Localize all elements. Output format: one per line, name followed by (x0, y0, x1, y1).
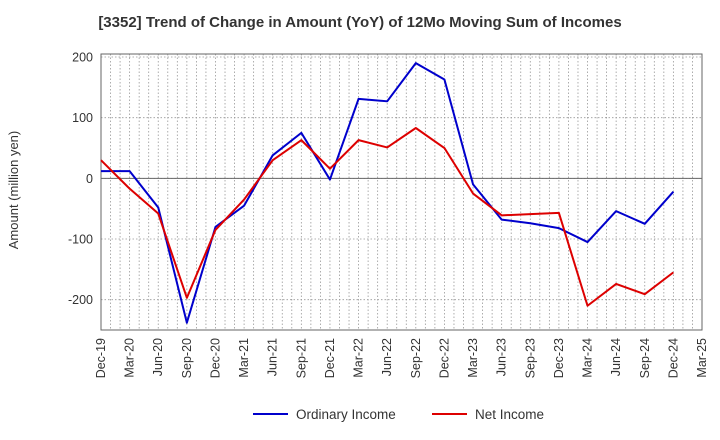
y-tick-label: 0 (86, 172, 93, 186)
y-tick-labels: 200 100 0 -100 -200 (68, 51, 93, 308)
plot-area-border (100, 53, 703, 331)
y-tick-label: 200 (72, 51, 93, 65)
x-tick-label: Mar-20 (123, 338, 137, 378)
x-tick-label: Jun-22 (380, 338, 394, 376)
y-tick-label: 100 (72, 111, 93, 125)
x-tick-label: Dec-20 (208, 338, 222, 378)
series-line-ordinary-income (101, 62, 675, 324)
x-tick-label: Dec-24 (666, 338, 680, 378)
x-tick-label: Dec-23 (552, 338, 566, 378)
y-axis-label: Amount (million yen) (6, 131, 21, 250)
x-tick-label: Mar-21 (237, 338, 251, 378)
x-tick-label: Dec-19 (94, 338, 108, 378)
y-tick-label: -200 (68, 293, 93, 307)
x-tick-label: Sep-23 (523, 338, 537, 378)
x-tick-label: Sep-22 (409, 338, 423, 378)
x-tick-label: Sep-20 (180, 338, 194, 378)
plot-frame (100, 53, 703, 331)
x-tick-label: Jun-23 (495, 338, 509, 376)
x-tick-label: Mar-23 (466, 338, 480, 378)
x-tick-label: Mar-24 (581, 338, 595, 378)
x-tick-label: Jun-21 (266, 338, 280, 376)
series-lines (100, 62, 675, 324)
x-tick-label: Dec-22 (437, 338, 451, 378)
chart-title: [3352] Trend of Change in Amount (YoY) o… (98, 14, 622, 31)
x-tick-label: Sep-21 (294, 338, 308, 378)
y-tick-label: -100 (68, 233, 93, 247)
x-tick-label: Sep-24 (638, 338, 652, 378)
x-tick-label: Jun-24 (609, 338, 623, 376)
x-tick-label: Mar-25 (695, 338, 709, 378)
x-tick-labels: Dec-19 Mar-20 Jun-20 Sep-20 Dec-20 Mar-21 Jun-… (94, 338, 709, 378)
legend-label: Ordinary Income (296, 407, 396, 422)
legend: Ordinary Income Net Income (253, 407, 544, 422)
x-tick-label: Mar-22 (352, 338, 366, 378)
series-line-net-income (100, 127, 674, 307)
x-tick-label: Jun-20 (151, 338, 165, 376)
legend-label: Net Income (475, 407, 544, 422)
x-tick-label: Dec-21 (323, 338, 337, 378)
grid (100, 54, 703, 330)
